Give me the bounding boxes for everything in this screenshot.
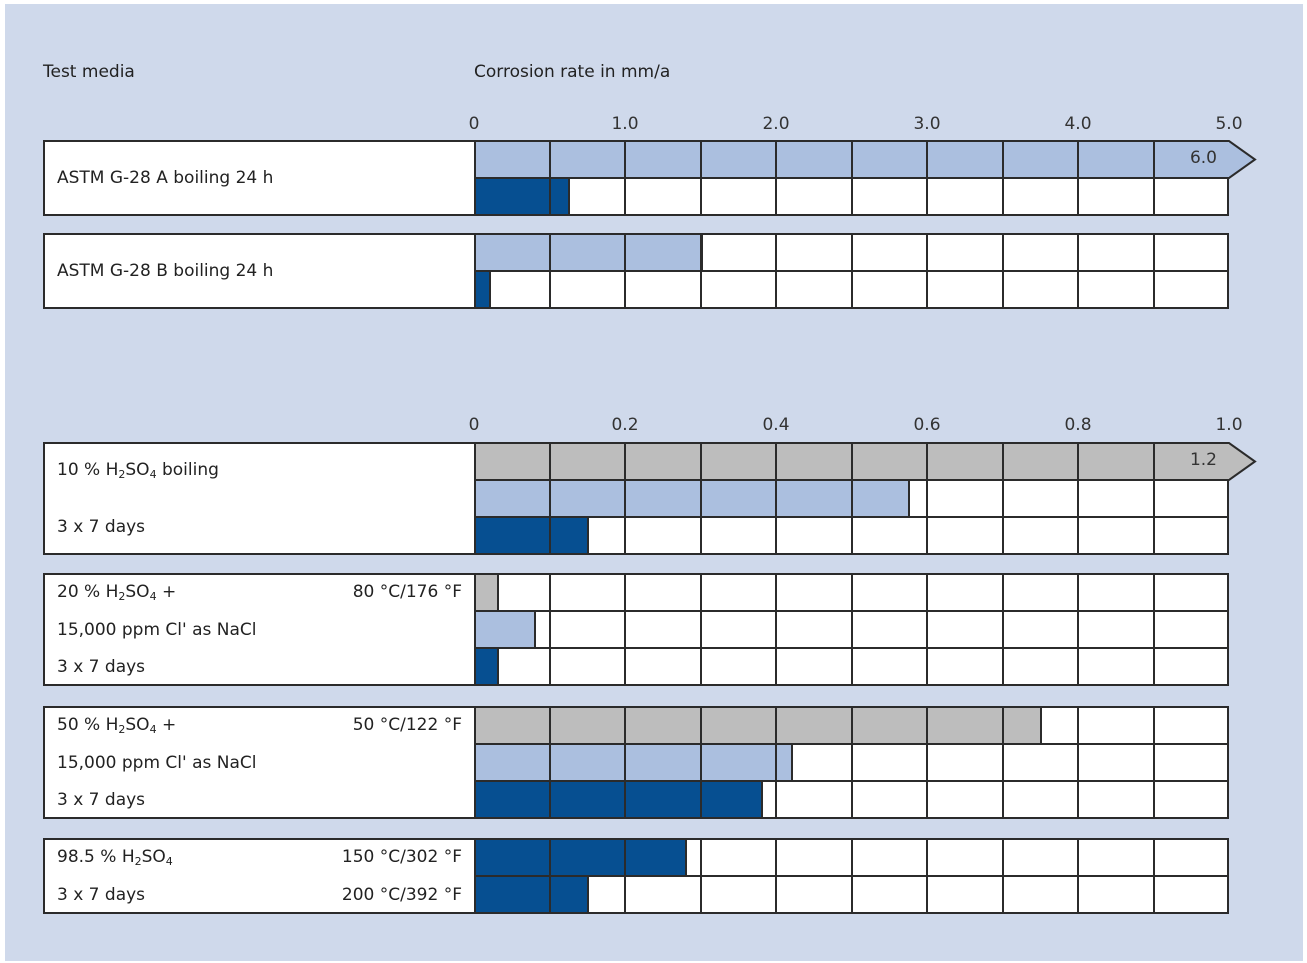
bar-dark-blue [474,177,570,216]
chart-canvas: Test media Corrosion rate in mm/a 0 1.0 2.… [5,4,1303,961]
bar-grey [474,706,1042,745]
grid-line [624,708,626,817]
test-media-header: Test media [43,62,135,82]
test-medium-label: ASTM G-28 A boiling 24 h [43,140,474,216]
bar-light-blue [474,610,536,649]
test-medium-text: ASTM G-28 B boiling 24 h [57,261,274,281]
grid-line [624,575,626,684]
overflow-arrow [1223,442,1257,481]
test-medium-text: 20 % H2SO4 + [57,581,177,603]
tick-label: 0.8 [1064,415,1092,435]
test-medium-text: 10 % H2SO4 boiling [57,460,219,482]
grid-line [700,575,702,684]
test-medium-text: 3 x 7 days [57,790,146,811]
test-medium-label: ASTM G-28 B boiling 24 h [43,233,474,309]
test-medium-text: 98.5 % H2SO4 [57,847,173,868]
bar-grey [474,442,1227,481]
grid-line [1153,575,1155,684]
bar-grid [474,706,1229,819]
tick-label: 0 [468,415,480,435]
test-medium-label: 20 % H2SO4 + 80 °C/176 °F 15,000 ppm Cl' a… [43,573,474,686]
grid-line [1002,575,1004,684]
test-medium-text: 3 x 7 days [57,885,146,905]
bar-grey [474,573,499,612]
grid-line [1077,575,1079,684]
grid-line [926,575,928,684]
test-medium-text: ASTM G-28 A boiling 24 h [57,168,274,188]
overflow-value-label: 6.0 [1189,148,1217,168]
bar-light-blue [474,233,703,272]
bar-dark-blue [474,647,499,686]
grid-line [549,708,551,817]
grid-line [549,575,551,684]
row-separator [476,647,1227,649]
test-medium-text: 15,000 ppm Cl' as NaCl [57,619,257,640]
grid-line [700,444,702,553]
test-temperature: 200 °C/392 °F [341,885,462,905]
row-separator [476,479,1227,481]
row-separator [476,610,1227,612]
grid-line [851,708,853,817]
row-separator [476,177,1227,179]
bar-dark-blue [474,270,491,309]
tick-label: 0 [468,114,480,134]
test-temperature: 50 °C/122 °F [352,714,462,735]
grid-line [1153,444,1155,553]
grid-line [1002,708,1004,817]
tick-label: 0.2 [611,415,639,435]
bar-grid [474,233,1229,309]
grid-line [775,444,777,553]
tick-label: 1.0 [1215,415,1243,435]
test-temperature: 80 °C/176 °F [352,581,462,602]
bar-grid [474,140,1229,216]
grid-line [851,575,853,684]
grid-line [775,708,777,817]
bar-dark-blue [474,516,589,555]
test-medium-label: 50 % H2SO4 + 50 °C/122 °F 15,000 ppm Cl' a… [43,706,474,819]
grid-line [1153,708,1155,817]
row-separator [476,780,1227,782]
test-medium-text: 50 % H2SO4 + [57,714,177,736]
test-medium-text: 3 x 7 days [57,516,146,537]
bar-light-blue [474,479,910,518]
grid-line [851,444,853,553]
test-medium-label: 98.5 % H2SO4 150 °C/302 °F 3 x 7 days 200 °… [43,838,474,914]
tick-label: 3.0 [913,114,941,134]
grid-line [700,708,702,817]
tick-label: 2.0 [762,114,790,134]
bar-dark-blue [474,780,763,819]
test-medium-label: 10 % H2SO4 boiling 3 x 7 days [43,442,474,555]
tick-label: 0.4 [762,415,790,435]
grid-line [1077,444,1079,553]
bar-dark-blue [474,838,687,877]
test-temperature: 150 °C/302 °F [341,847,462,867]
tick-label: 5.0 [1215,114,1243,134]
grid-line [926,444,928,553]
row-separator [476,743,1227,745]
bar-dark-blue [474,875,589,914]
tick-label: 4.0 [1064,114,1092,134]
row-separator [476,875,1227,877]
test-medium-text: 3 x 7 days [57,657,146,678]
bar-grid [474,838,1229,914]
grid-line [775,575,777,684]
grid-line [1077,708,1079,817]
row-separator [476,516,1227,518]
corrosion-rate-header: Corrosion rate in mm/a [474,62,671,82]
grid-line [624,444,626,553]
test-medium-text: 15,000 ppm Cl' as NaCl [57,752,257,773]
bar-grid [474,573,1229,686]
row-separator [476,270,1227,272]
tick-label: 0.6 [913,415,941,435]
grid-line [926,708,928,817]
bar-light-blue [474,743,793,782]
overflow-arrow [1223,140,1257,179]
bar-grid [474,442,1229,555]
grid-line [1002,444,1004,553]
grid-line [549,444,551,553]
overflow-value-label: 1.2 [1189,450,1217,470]
tick-label: 1.0 [611,114,639,134]
